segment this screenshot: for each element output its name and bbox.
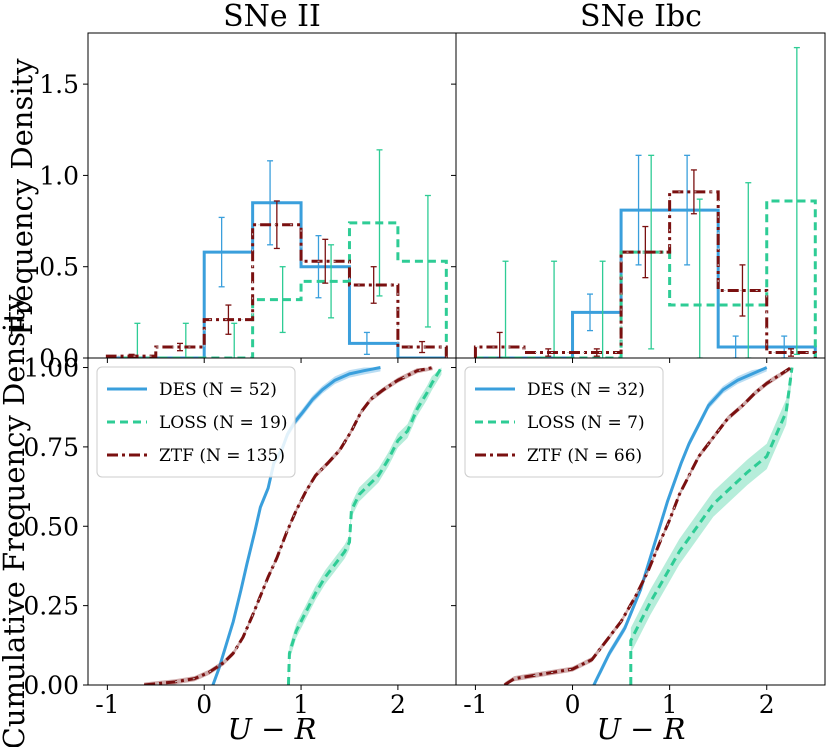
legend-label-ztf: ZTF (N = 66) (527, 446, 642, 466)
xtick-label: 1 (662, 690, 678, 719)
ytick-label: 0.0 (39, 344, 79, 373)
errorbar-des (732, 335, 739, 358)
ytick-label: 0.25 (23, 592, 79, 621)
errorbar-ztf (419, 340, 426, 354)
cdf-loss (629, 367, 794, 685)
errorbar-ztf (496, 331, 503, 358)
ytick-label: 0.5 (39, 253, 79, 282)
errorbar-ztf (739, 264, 746, 317)
panel-bottom-right: DES (N = 32) LOSS (N = 7) ZTF (N = 66) -1 0 1… (451, 357, 826, 719)
axes-frame (455, 32, 826, 359)
errorbar-ztf (225, 304, 232, 335)
xtick-label: 2 (759, 690, 775, 719)
errorbar-loss (551, 260, 558, 358)
errorbar-loss (599, 260, 606, 358)
errorbar-loss (134, 322, 141, 358)
panel-bottom-left: DES (N = 52) LOSS (N = 19) ZTF (N = 135) 0.… (23, 354, 457, 719)
errorbar-ztf (788, 348, 795, 357)
panel-top-left: 0.0 0.5 1.0 1.5 (39, 32, 457, 373)
ytick-label: 0.00 (23, 671, 79, 700)
legend-box (464, 366, 664, 478)
legend-box (96, 366, 296, 478)
xtick-label: -1 (463, 690, 487, 719)
ytick-label: 1.5 (39, 70, 79, 99)
cdf-ztf-highlight (144, 367, 433, 685)
cdf-des (592, 366, 768, 685)
errorbar-ztf (177, 342, 183, 352)
errorbar-ztf (370, 266, 377, 304)
errorbar-loss (376, 149, 383, 297)
errorbar-loss (182, 322, 189, 358)
xlabel-right: U − R (596, 712, 685, 746)
errorbar-loss (424, 194, 431, 328)
plot-area (473, 46, 817, 358)
xtick-label: 0 (565, 690, 581, 719)
ylabel-cumulative: Cumulative Frequency Density (0, 294, 31, 747)
plot-area (105, 149, 448, 358)
errorbar-des (587, 293, 594, 332)
xtick-label: -1 (95, 690, 119, 719)
ytick-label: 0.75 (23, 433, 79, 462)
panel-top-right (451, 32, 826, 363)
xtick-label: 2 (390, 690, 406, 719)
errorbar-loss (793, 46, 800, 355)
hist-ztf-highlight (474, 191, 816, 358)
errorbar-des (635, 154, 642, 266)
legend-label-des: DES (N = 32) (527, 380, 645, 400)
errorbar-des (781, 335, 788, 358)
ytick-label: 0.50 (23, 512, 79, 541)
errorbar-loss (231, 322, 238, 358)
errorbar-des (315, 235, 322, 299)
errorbar-ztf (273, 200, 280, 250)
title-sne-ibc: SNe Ibc (580, 0, 702, 34)
errorbar-loss (279, 266, 286, 334)
hist-loss (475, 199, 817, 358)
errorbar-ztf (593, 348, 600, 357)
errorbar-loss (745, 182, 752, 358)
axes-frame (87, 32, 457, 359)
errorbar-ztf (545, 348, 552, 357)
hist-des (107, 201, 447, 358)
legend: DES (N = 52) LOSS (N = 19) ZTF (N = 135) (96, 366, 296, 478)
errorbar-ztf (690, 169, 697, 215)
errorbar-des (218, 216, 225, 288)
errorbar-ztf (128, 353, 135, 358)
xtick-label: 0 (196, 690, 212, 719)
legend-label-loss: LOSS (N = 7) (527, 413, 645, 433)
legend-label-loss: LOSS (N = 19) (159, 413, 287, 433)
errorbar-des (363, 331, 370, 355)
cdf-loss (286, 366, 443, 685)
errorbar-loss (328, 244, 335, 319)
errorbar-des (684, 154, 691, 266)
title-sne-ii: SNe II (223, 0, 321, 34)
xtick-label: 1 (293, 690, 309, 719)
legend-label-ztf: ZTF (N = 135) (159, 446, 285, 466)
errorbar-loss (696, 198, 703, 358)
axes-frame (455, 357, 826, 686)
errorbar-ztf (642, 225, 649, 279)
ylabel-frequency-density: Frequency Density (5, 58, 39, 336)
legend-label-des: DES (N = 52) (159, 380, 277, 400)
plot-area (503, 366, 794, 685)
hist-des (475, 208, 817, 358)
errorbar-des (267, 160, 274, 246)
xlabel-left: U − R (227, 712, 316, 746)
legend: DES (N = 32) LOSS (N = 7) ZTF (N = 66) (464, 366, 664, 478)
band-loss (288, 367, 442, 685)
ytick-label: 1.00 (23, 354, 79, 383)
errorbar-ztf (322, 238, 329, 284)
cdf-ztf (503, 366, 792, 685)
ytick-label: 1.0 (39, 161, 79, 190)
errorbar-loss (502, 260, 509, 358)
